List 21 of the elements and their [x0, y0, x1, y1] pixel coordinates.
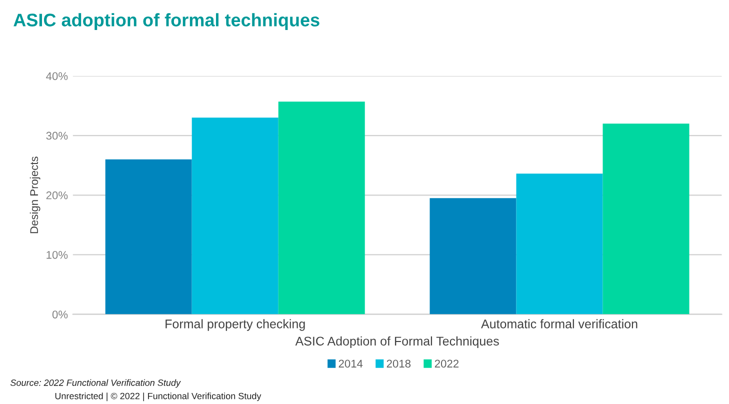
- y-tick-label: 30%: [46, 132, 68, 140]
- legend-label: 2022: [434, 360, 459, 368]
- y-axis-title: Design Projects: [30, 156, 40, 234]
- bar: [192, 118, 278, 314]
- x-tick-label: Automatic formal verification: [481, 319, 638, 328]
- bar: [602, 124, 690, 314]
- bar: [278, 102, 365, 314]
- bar: [516, 174, 603, 314]
- legend-label: 2018: [386, 360, 411, 368]
- x-axis-title: ASIC Adoption of Formal Techniques: [295, 336, 499, 348]
- y-tick-label: 10%: [46, 250, 68, 259]
- bar: [430, 198, 516, 314]
- bar: [105, 159, 192, 314]
- chart-title: ASIC adoption of formal techniques: [14, 13, 320, 30]
- x-tick-label: Formal property checking: [166, 319, 305, 331]
- y-tick-label: 0%: [52, 310, 68, 318]
- legend-label: 2014: [338, 360, 363, 368]
- y-tick-label: 20%: [46, 191, 68, 200]
- text: Unrestricted | © 2022 | Functional Verification Study: [55, 392, 262, 402]
- y-tick-label: 40%: [46, 72, 68, 80]
- source-note: Source: 2022 Functional Verification Study: [10, 379, 181, 388]
